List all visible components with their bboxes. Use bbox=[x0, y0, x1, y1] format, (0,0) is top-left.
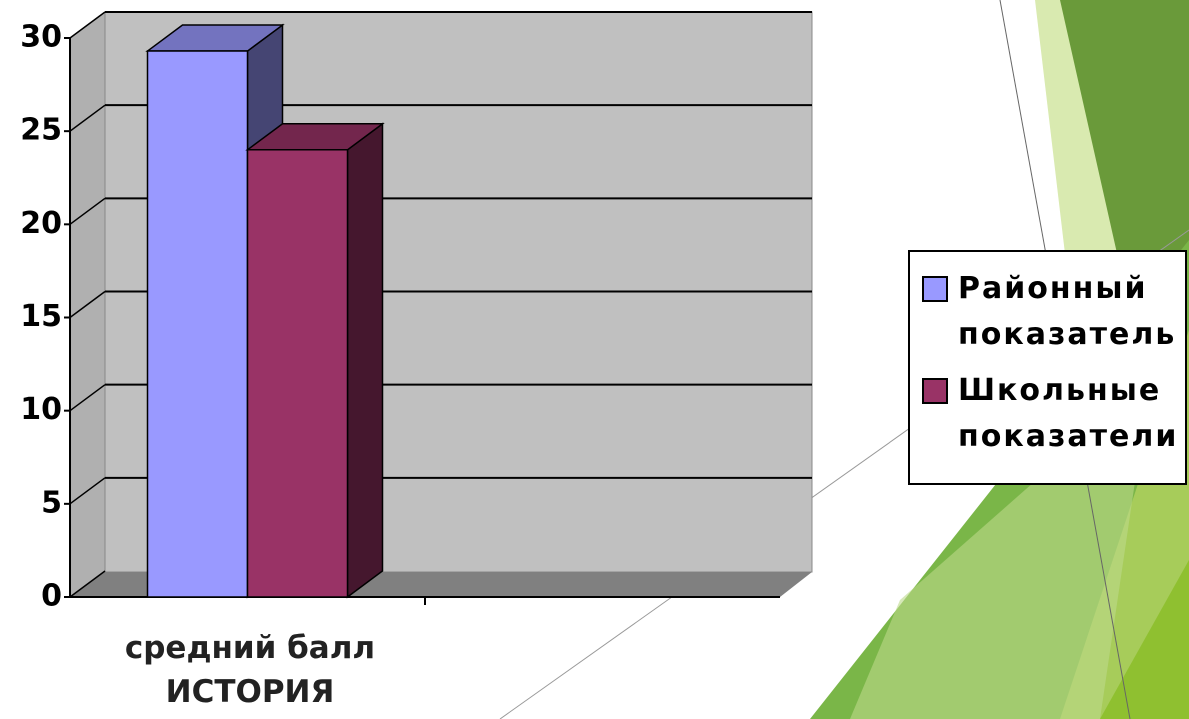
legend-entry: Районный показатель bbox=[922, 266, 1185, 358]
bar bbox=[245, 122, 385, 599]
legend-label: Районный показатель bbox=[958, 271, 1177, 352]
y-tick-label: 0 bbox=[41, 579, 62, 614]
y-tick-label: 30 bbox=[20, 20, 62, 55]
legend: Районный показатель Школьные показатели bbox=[908, 250, 1187, 485]
grid-line bbox=[69, 197, 106, 225]
legend-label: Школьные показатели bbox=[958, 373, 1179, 454]
bar-face bbox=[346, 122, 384, 599]
bar-face bbox=[246, 149, 349, 598]
grid-line bbox=[69, 11, 106, 39]
legend-entry: Школьные показатели bbox=[922, 368, 1185, 460]
y-tick-label: 15 bbox=[20, 299, 62, 334]
grid-line bbox=[69, 290, 106, 319]
y-tick-label: 10 bbox=[20, 392, 62, 427]
y-tick-label: 5 bbox=[41, 485, 62, 520]
bar-face bbox=[146, 50, 249, 598]
grid-line bbox=[69, 477, 106, 505]
legend-swatch bbox=[922, 276, 948, 302]
category-label: средний балл ИСТОРИЯ bbox=[124, 630, 376, 710]
y-tick-label: 25 bbox=[20, 113, 62, 148]
grid-line bbox=[69, 104, 106, 132]
y-tick-label: 20 bbox=[20, 206, 62, 241]
grid-line bbox=[69, 384, 106, 412]
grid-line bbox=[69, 570, 106, 598]
legend-swatch bbox=[922, 378, 948, 404]
